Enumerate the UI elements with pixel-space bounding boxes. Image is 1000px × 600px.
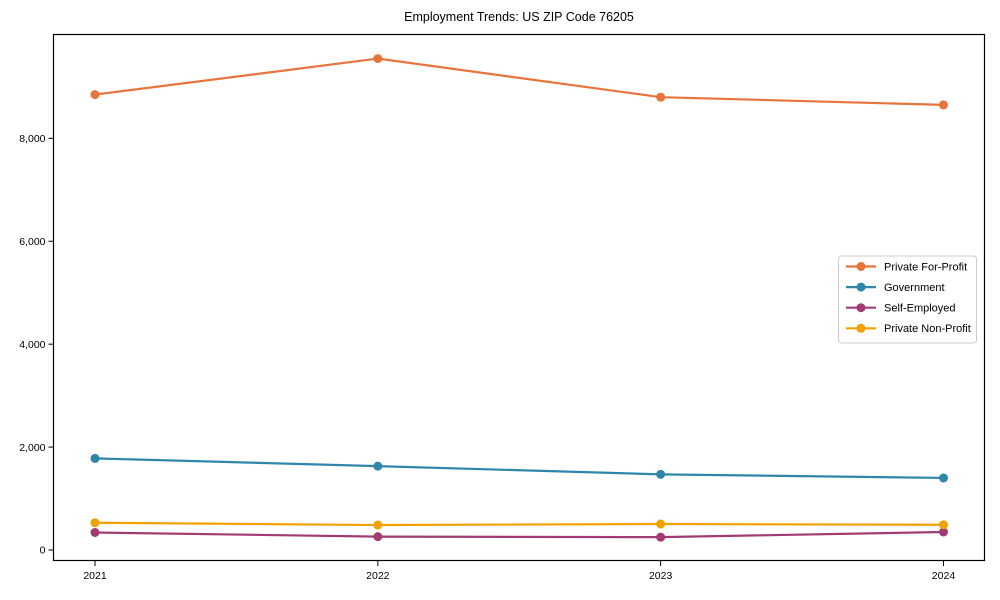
y-axis-tick-label: 8,000: [19, 133, 45, 145]
chart-title: Employment Trends: US ZIP Code 76205: [404, 10, 634, 24]
series-line-self-employed: [94, 530, 944, 539]
series-point-government: [656, 469, 666, 479]
legend-marker-dot-private-for-profit: [856, 262, 866, 271]
plot-frame: [52, 33, 986, 562]
y-axis-tick-label: 2,000: [19, 442, 45, 454]
y-axis-tick-label: 6,000: [19, 236, 45, 248]
x-axis-tick-label: 2023: [649, 570, 673, 582]
series-line-private-non-profit: [94, 521, 944, 527]
legend-label-private-for-profit: Private For-Profit: [884, 261, 967, 273]
legend-label-private-non-profit: Private Non-Profit: [884, 323, 971, 335]
legend-label-government: Government: [884, 282, 945, 294]
x-axis-tick-label: 2021: [83, 570, 107, 582]
series-line-government: [94, 457, 944, 480]
series-point-government: [938, 473, 948, 483]
legend-marker-dot-self-employed: [856, 303, 866, 313]
series-point-private-for-profit: [373, 54, 383, 64]
series-point-private-non-profit: [938, 520, 948, 530]
y-axis-tick-label: 4,000: [19, 339, 45, 351]
series-point-private-non-profit: [90, 518, 100, 528]
x-axis-tick-label: 2022: [366, 570, 390, 582]
series-line-private-for-profit: [94, 57, 944, 106]
series-point-private-for-profit: [656, 92, 666, 102]
x-axis-tick-label: 2024: [932, 570, 956, 582]
legend-marker-dot-private-non-profit: [856, 323, 866, 333]
series-point-private-non-profit: [373, 520, 383, 530]
legend-marker-dot-government: [856, 282, 866, 292]
series-point-self-employed: [373, 532, 383, 542]
series-point-private-for-profit: [90, 90, 100, 100]
legend-box: [838, 255, 977, 344]
legend-label-self-employed: Self-Employed: [884, 303, 956, 315]
series-point-private-for-profit: [938, 100, 948, 110]
series-point-self-employed: [938, 527, 948, 537]
series-point-self-employed: [90, 528, 100, 538]
series-point-government: [90, 453, 100, 463]
series-point-self-employed: [656, 532, 666, 542]
series-point-government: [373, 461, 383, 471]
series-point-private-non-profit: [656, 519, 666, 529]
y-axis-tick-label: 0: [40, 545, 46, 557]
